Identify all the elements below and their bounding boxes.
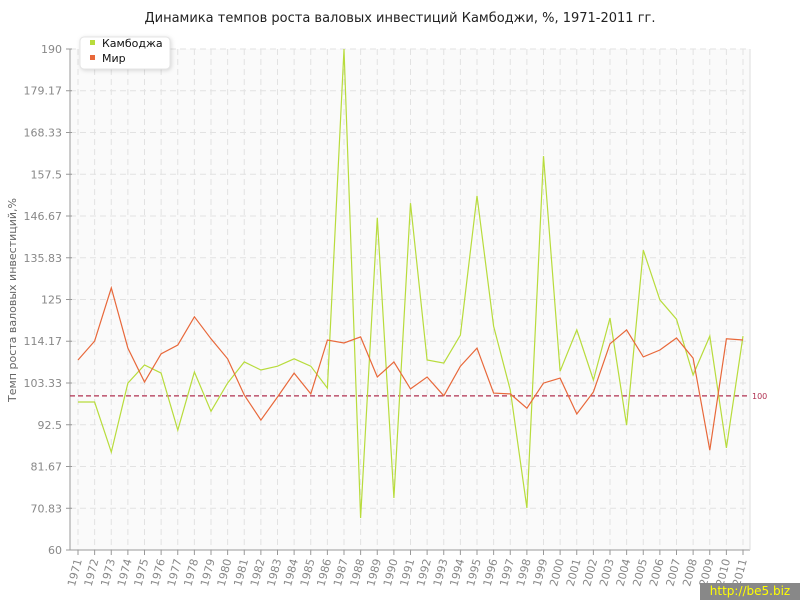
y-tick-label: 168.33 [24,127,63,140]
reference-line-label: 100 [752,392,767,401]
legend-swatch-world [90,55,95,60]
y-tick-label: 60 [48,544,62,557]
watermark[interactable]: http://be5.biz [700,583,800,600]
legend-swatch-cambodia [90,40,95,45]
legend: Камбоджа Мир [79,36,171,70]
y-tick-label: 81.67 [31,460,63,473]
y-axis-label: Темп роста валовых инвестиций,% [6,198,19,403]
y-tick-label: 179.17 [24,85,63,98]
y-tick-label: 114.17 [24,335,63,348]
y-tick-label: 92.5 [38,419,63,432]
legend-label-world: Мир [102,52,126,65]
y-tick-label: 190 [41,43,62,56]
y-tick-label: 135.83 [24,252,63,265]
legend-label-cambodia: Камбоджа [102,37,163,50]
y-tick-label: 157.5 [31,168,63,181]
y-tick-label: 146.67 [24,210,63,223]
chart-title: Динамика темпов роста валовых инвестиций… [144,11,655,26]
y-tick-label: 103.33 [24,377,63,390]
y-tick-label: 70.83 [31,502,63,515]
y-tick-label: 125 [41,294,62,307]
